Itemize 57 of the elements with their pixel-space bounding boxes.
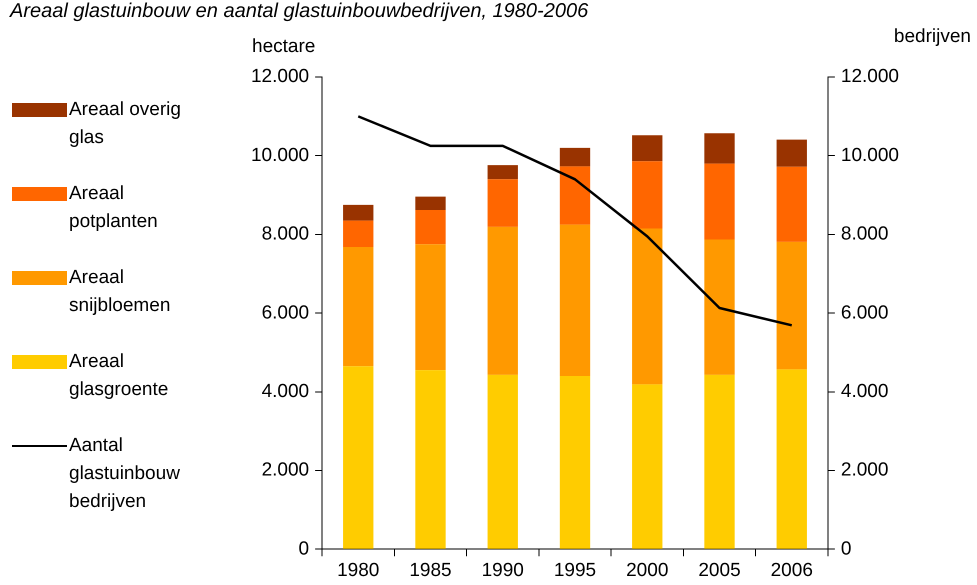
- bar: [488, 165, 518, 180]
- bar: [343, 246, 374, 366]
- bar: [704, 164, 735, 240]
- x-tick-label: 1985: [409, 560, 452, 581]
- bar: [488, 374, 518, 549]
- y2-tick-label: 12.000: [840, 66, 900, 88]
- bar: [488, 179, 518, 227]
- y2-tick-label: 6.000: [840, 302, 888, 324]
- y-tick-label: 0: [298, 538, 310, 560]
- y2-tick-label: 2.000: [840, 460, 888, 481]
- legend-label: Areaal glasgroente: [69, 350, 170, 402]
- chart-title: Areaal glastuinbouw en aantal glastuinbouwbedrijven, 1980-2006: [10, 0, 588, 23]
- y-tick-label: 10.000: [250, 144, 310, 166]
- bar: [776, 369, 807, 549]
- bar: [343, 204, 374, 221]
- y-tick-label: 12.000: [250, 66, 310, 88]
- bar: [704, 240, 735, 375]
- bar: [560, 166, 590, 225]
- y2-tick-label: 10.000: [840, 144, 900, 166]
- bar: [776, 242, 807, 370]
- bar: [415, 196, 446, 210]
- bar: [415, 244, 446, 370]
- y-tick-label: 6.000: [262, 302, 310, 324]
- bar: [776, 140, 807, 167]
- x-tick-label: 1980: [337, 560, 380, 581]
- bar: [560, 224, 590, 376]
- x-tick-label: 1990: [482, 560, 524, 581]
- y2-tick-label: 0: [840, 538, 852, 560]
- x-tick-label: 2006: [770, 560, 813, 581]
- bar: [632, 384, 662, 549]
- bar: [704, 133, 735, 164]
- x-tick-label: 2000: [626, 560, 668, 581]
- legend-label: Areaal overig glas: [69, 98, 182, 150]
- bar: [415, 210, 446, 244]
- bar: [560, 148, 590, 166]
- legend-label: Areaal potplanten: [69, 182, 159, 234]
- bar: [488, 226, 518, 375]
- bar: [415, 370, 446, 549]
- bar: [632, 161, 662, 228]
- y2-tick-label: 8.000: [840, 224, 888, 245]
- y-axis-title: hectare: [252, 36, 316, 58]
- bar: [704, 374, 735, 549]
- bar: [776, 166, 807, 242]
- y2-tick-label: 4.000: [840, 381, 888, 402]
- y-tick-label: 8.000: [262, 224, 310, 245]
- legend-label: Aantal glastuinbouw bedrijven: [69, 434, 181, 514]
- y2-axis-title: bedrijven: [894, 26, 971, 48]
- bar: [632, 135, 662, 162]
- bar: [343, 366, 374, 549]
- y-tick-label: 2.000: [262, 460, 310, 481]
- x-tick-label: 2005: [698, 560, 741, 581]
- bar: [632, 228, 662, 384]
- bar: [560, 376, 590, 549]
- bar: [343, 220, 374, 247]
- legend-label: Areaal snijbloemen: [69, 266, 172, 318]
- y-tick-label: 4.000: [262, 381, 310, 402]
- x-tick-label: 1995: [554, 560, 596, 581]
